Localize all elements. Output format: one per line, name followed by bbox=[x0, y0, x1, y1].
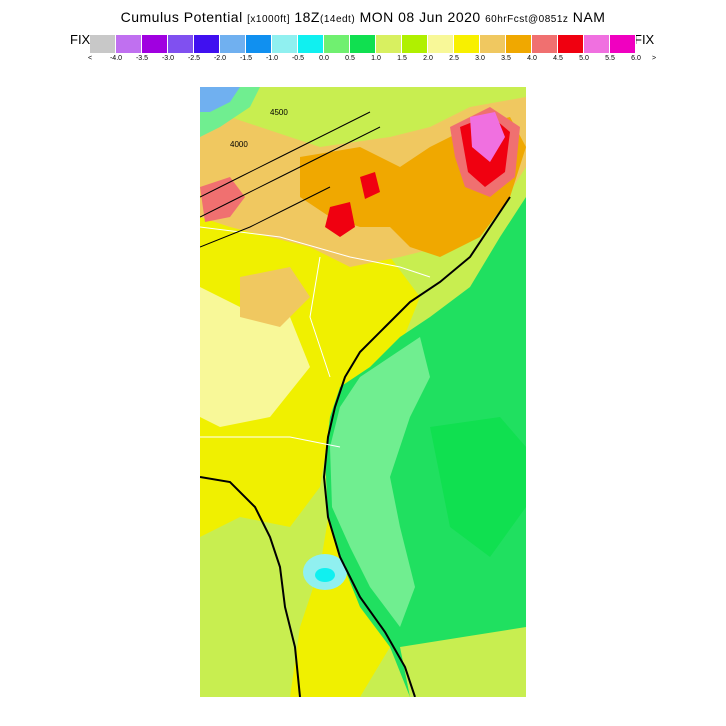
scale-tick-label: -2.0 bbox=[213, 55, 227, 62]
fix-right-label: FIX bbox=[634, 32, 655, 47]
scale-tick-label: 1.5 bbox=[397, 55, 407, 62]
color-swatch bbox=[584, 35, 610, 53]
color-swatch bbox=[272, 35, 298, 53]
color-scale-bar bbox=[90, 35, 636, 53]
atlantic-coastline bbox=[322, 196, 511, 697]
title-units: [x1000ft] bbox=[247, 14, 290, 25]
scale-tick-label: 2.5 bbox=[449, 55, 459, 62]
color-swatch bbox=[168, 35, 194, 53]
fix-left-label: FIX bbox=[70, 32, 91, 47]
scale-tick-label: -1.5 bbox=[239, 55, 253, 62]
valid-local: (14edt) bbox=[319, 14, 356, 25]
scale-tick-label: 5.0 bbox=[579, 55, 589, 62]
scale-tick-label: 4.0 bbox=[527, 55, 537, 62]
coastal-band bbox=[330, 337, 430, 627]
color-swatch bbox=[558, 35, 584, 53]
low-spot-cyan-core bbox=[315, 568, 335, 582]
title-main: Cumulus Potential bbox=[120, 9, 243, 25]
forecast-date: MON 08 Jun 2020 bbox=[359, 9, 481, 25]
scale-left-arrow: < bbox=[87, 55, 93, 62]
color-swatch bbox=[324, 35, 350, 53]
scale-tick-label: -1.0 bbox=[265, 55, 279, 62]
scale-tick-label: 2.0 bbox=[423, 55, 433, 62]
color-swatch bbox=[142, 35, 168, 53]
color-swatch bbox=[506, 35, 532, 53]
chart-title: Cumulus Potential [x1000ft] 18Z(14edt) M… bbox=[0, 9, 726, 25]
scale-tick-label: -0.5 bbox=[291, 55, 305, 62]
terrain-contour-3 bbox=[200, 186, 331, 248]
high-spot-red-2 bbox=[360, 172, 380, 199]
forecast-map: 4500 4000 bbox=[200, 87, 526, 697]
scale-tick-label: -2.5 bbox=[187, 55, 201, 62]
color-swatch bbox=[532, 35, 558, 53]
map-canvas: 4500 4000 bbox=[200, 87, 526, 697]
terrain-contour-1 bbox=[200, 111, 371, 198]
state-border-2 bbox=[200, 436, 341, 448]
color-swatch bbox=[90, 35, 116, 53]
scale-tick-label: 0.0 bbox=[319, 55, 329, 62]
color-swatch bbox=[454, 35, 480, 53]
scale-tick-label: 0.5 bbox=[345, 55, 355, 62]
contour-label-1: 4500 bbox=[270, 108, 288, 117]
color-swatch bbox=[298, 35, 324, 53]
ocean-south-light bbox=[400, 627, 526, 697]
valid-time: 18Z bbox=[294, 9, 320, 25]
scale-tick-label: 3.0 bbox=[475, 55, 485, 62]
scale-tick-label: 5.5 bbox=[605, 55, 615, 62]
scale-tick-label: 3.5 bbox=[501, 55, 511, 62]
color-swatch bbox=[376, 35, 402, 53]
contour-label-2: 4000 bbox=[230, 140, 248, 149]
color-swatch bbox=[610, 35, 636, 53]
scale-tick-label: -4.0 bbox=[109, 55, 123, 62]
color-swatch bbox=[246, 35, 272, 53]
color-swatch bbox=[350, 35, 376, 53]
scale-tick-label: 4.5 bbox=[553, 55, 563, 62]
color-swatch bbox=[194, 35, 220, 53]
state-border-1 bbox=[200, 226, 431, 278]
scale-tick-label: -3.5 bbox=[135, 55, 149, 62]
color-swatch bbox=[220, 35, 246, 53]
color-swatch bbox=[480, 35, 506, 53]
scale-tick-label: 1.0 bbox=[371, 55, 381, 62]
color-swatch bbox=[402, 35, 428, 53]
color-swatch bbox=[428, 35, 454, 53]
scale-tick-label: 6.0 bbox=[631, 55, 641, 62]
ocean-dark-green bbox=[430, 417, 526, 557]
state-border-3 bbox=[309, 256, 331, 378]
high-spot-salmon bbox=[200, 177, 245, 222]
model-name: NAM bbox=[572, 9, 606, 25]
scale-right-arrow: > bbox=[651, 55, 657, 62]
nw-blue bbox=[200, 87, 240, 112]
scale-tick-label: -3.0 bbox=[161, 55, 175, 62]
land-orange-patch bbox=[240, 267, 310, 327]
high-spot-red bbox=[325, 202, 355, 237]
color-scale-ticks: < -4.0 -3.5 -3.0 -2.5 -2.0 -1.5 -1.0 -0.5 0.0 0.5 1… bbox=[87, 55, 656, 67]
color-swatch bbox=[116, 35, 142, 53]
forecast-info: 60hrFcst@0851z bbox=[485, 14, 569, 25]
terrain-contour-2 bbox=[200, 126, 381, 218]
high-region-magenta bbox=[470, 112, 505, 162]
gulf-coastline bbox=[200, 476, 301, 697]
